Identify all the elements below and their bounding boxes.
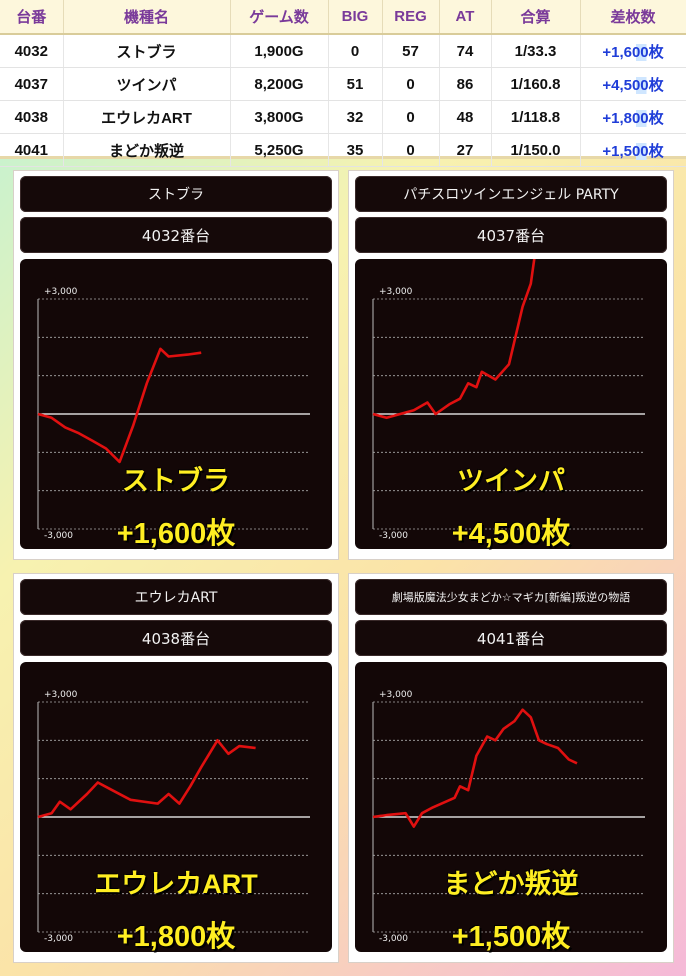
- graph-panel-4032: ストブラ 4032番台 +3,000 -3,000 ストブラ +1,600枚: [13, 170, 339, 560]
- cell-combined: 1/33.3: [491, 34, 581, 68]
- axis-max-label: +3,000: [379, 287, 413, 297]
- cell-games: 8,200G: [230, 67, 329, 101]
- cell-big: 51: [328, 67, 383, 101]
- header-combined: 合算: [491, 0, 581, 35]
- cell-unit: 4038: [0, 100, 64, 134]
- slump-line: [37, 347, 202, 464]
- cell-combined: 1/160.8: [491, 67, 581, 101]
- slump-graph-svg: [372, 701, 645, 933]
- panel-title: エウレカART: [20, 579, 332, 615]
- cell-reg: 0: [382, 67, 440, 101]
- cell-reg: 0: [382, 100, 440, 134]
- result-table-container: 台番 機種名 ゲーム数 BIG REG AT 合算 差枚数 4032 ストブラ …: [0, 0, 686, 167]
- slump-graph: +3,000 -3,000 ツインパ +4,500枚: [355, 259, 667, 550]
- panel-title: 劇場版魔法少女まどか☆マギカ[新編]叛逆の物語: [355, 579, 667, 615]
- slump-graph: +3,000 -3,000 エウレカART +1,800枚: [20, 662, 332, 953]
- slump-graph-svg: [37, 298, 310, 530]
- header-diff: 差枚数: [580, 0, 686, 35]
- graph-panel-4041: 劇場版魔法少女まどか☆マギカ[新編]叛逆の物語 4041番台 +3,000 -3…: [348, 573, 674, 963]
- cell-big: 35: [328, 133, 383, 167]
- cell-machine: ツインパ: [63, 67, 231, 101]
- cell-diff: +4,500枚: [580, 67, 686, 101]
- cell-unit: 4032: [0, 34, 64, 68]
- axis-min-label: -3,000: [44, 531, 74, 541]
- cell-unit: 4037: [0, 67, 64, 101]
- axis-max-label: +3,000: [379, 690, 413, 700]
- slump-line: [372, 708, 578, 828]
- diff-overlay: +1,600枚: [116, 518, 236, 550]
- cell-big: 32: [328, 100, 383, 134]
- cell-combined: 1/150.0: [491, 133, 581, 167]
- table-row: 4032 ストブラ 1,900G 0 57 74 1/33.3 +1,600枚: [0, 34, 686, 68]
- panel-unit-number: 4032番台: [20, 217, 332, 253]
- graph-panel-4037: パチスロツインエンジェル PARTY 4037番台 +3,000 -3,000 …: [348, 170, 674, 560]
- cell-at: 48: [439, 100, 492, 134]
- cell-combined: 1/118.8: [491, 100, 581, 134]
- cell-reg: 0: [382, 133, 440, 167]
- slump-line: [37, 739, 256, 819]
- cell-diff-value: +4,500枚: [602, 76, 664, 94]
- panel-unit-number: 4037番台: [355, 217, 667, 253]
- machine-name-overlay: エウレカART: [94, 869, 258, 899]
- machine-name-overlay: まどか叛逆: [443, 869, 579, 899]
- header-big: BIG: [328, 0, 383, 35]
- panel-title: パチスロツインエンジェル PARTY: [355, 176, 667, 212]
- cell-diff: +1,800枚: [580, 100, 686, 134]
- table-header-row: 台番 機種名 ゲーム数 BIG REG AT 合算 差枚数: [0, 0, 686, 35]
- header-unit-number: 台番: [0, 0, 64, 35]
- diff-overlay: +4,500枚: [451, 518, 571, 550]
- diff-overlay: +1,500枚: [451, 921, 571, 953]
- cell-diff-value: +1,800枚: [602, 109, 664, 127]
- header-at: AT: [439, 0, 492, 35]
- header-reg: REG: [382, 0, 440, 35]
- axis-min-label: -3,000: [379, 531, 409, 541]
- graph-panel-4038: エウレカART 4038番台 +3,000 -3,000 エウレカART +1,…: [13, 573, 339, 963]
- cell-machine: まどか叛逆: [63, 133, 231, 167]
- cell-at: 27: [439, 133, 492, 167]
- table-row: 4037 ツインパ 8,200G 51 0 86 1/160.8 +4,500枚: [0, 67, 686, 101]
- header-game-count: ゲーム数: [230, 0, 329, 35]
- table-row: 4038 エウレカART 3,800G 32 0 48 1/118.8 +1,8…: [0, 100, 686, 134]
- cell-games: 1,900G: [230, 34, 329, 68]
- axis-min-label: -3,000: [44, 934, 74, 944]
- axis-max-label: +3,000: [44, 287, 78, 297]
- axis-max-label: +3,000: [44, 690, 78, 700]
- panel-unit-number: 4041番台: [355, 620, 667, 656]
- panel-unit-number: 4038番台: [20, 620, 332, 656]
- cell-games: 3,800G: [230, 100, 329, 134]
- cell-machine: ストブラ: [63, 34, 231, 68]
- cell-big: 0: [328, 34, 383, 68]
- slump-graph-svg: [372, 259, 645, 530]
- panel-title: ストブラ: [20, 176, 332, 212]
- cell-machine: エウレカART: [63, 100, 231, 134]
- header-machine-name: 機種名: [63, 0, 231, 35]
- cell-diff: +1,600枚: [580, 34, 686, 68]
- cell-at: 74: [439, 34, 492, 68]
- diff-overlay: +1,800枚: [116, 921, 236, 953]
- result-table: 台番 機種名 ゲーム数 BIG REG AT 合算 差枚数 4032 ストブラ …: [0, 0, 686, 167]
- cell-at: 86: [439, 67, 492, 101]
- machine-name-overlay: ツインパ: [457, 466, 565, 496]
- cell-diff-value: +1,600枚: [602, 43, 664, 61]
- cell-unit: 4041: [0, 133, 64, 167]
- slump-graph-svg: [37, 701, 310, 933]
- table-row: 4041 まどか叛逆 5,250G 35 0 27 1/150.0 +1,500…: [0, 133, 686, 167]
- slump-graph: +3,000 -3,000 ストブラ +1,600枚: [20, 259, 332, 550]
- cell-diff: +1,500枚: [580, 133, 686, 167]
- cell-games: 5,250G: [230, 133, 329, 167]
- machine-name-overlay: ストブラ: [122, 466, 230, 496]
- axis-min-label: -3,000: [379, 934, 409, 944]
- slump-line: [372, 259, 536, 420]
- cell-diff-value: +1,500枚: [602, 142, 664, 160]
- slump-graph: +3,000 -3,000 まどか叛逆 +1,500枚: [355, 662, 667, 953]
- cell-reg: 57: [382, 34, 440, 68]
